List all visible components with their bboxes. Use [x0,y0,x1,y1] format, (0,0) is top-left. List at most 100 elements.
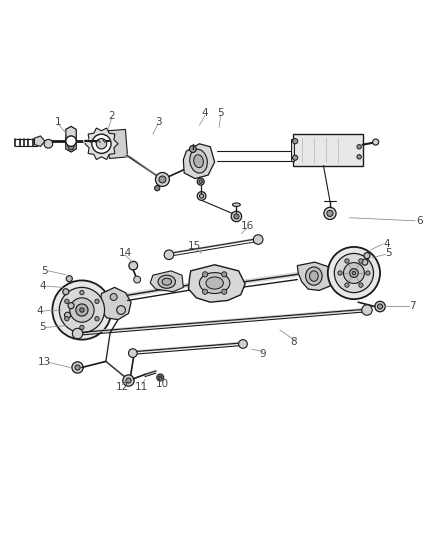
Circle shape [350,269,358,277]
Circle shape [134,276,141,283]
Circle shape [95,317,99,321]
Text: 4: 4 [36,306,43,316]
Circle shape [63,289,69,295]
Circle shape [72,328,83,339]
Polygon shape [293,134,363,166]
Text: 6: 6 [416,216,423,226]
Ellipse shape [190,149,207,173]
Text: 8: 8 [290,337,297,347]
Circle shape [293,155,298,160]
Circle shape [66,136,76,147]
Circle shape [68,144,74,150]
Text: 4: 4 [202,108,208,118]
Text: 7: 7 [410,301,416,311]
Ellipse shape [162,278,172,285]
Text: 13: 13 [38,357,52,367]
Circle shape [378,304,383,309]
Ellipse shape [310,271,318,281]
Text: 5: 5 [42,266,48,276]
Circle shape [155,173,170,187]
Circle shape [234,214,239,219]
Circle shape [64,312,71,318]
Text: 15: 15 [188,240,201,251]
Polygon shape [101,287,131,320]
Circle shape [157,374,164,381]
Circle shape [123,375,134,386]
Ellipse shape [199,272,230,294]
Circle shape [68,303,74,309]
Circle shape [197,192,206,200]
Ellipse shape [194,155,203,168]
Polygon shape [188,265,245,302]
Polygon shape [66,126,76,152]
Circle shape [59,287,105,333]
Circle shape [352,271,356,275]
Circle shape [334,254,374,293]
Circle shape [76,304,88,316]
Circle shape [159,176,166,183]
Circle shape [72,362,83,373]
Text: 5: 5 [39,322,46,333]
Circle shape [80,290,84,295]
Circle shape [92,134,111,154]
Circle shape [357,155,361,159]
Circle shape [343,263,364,284]
Circle shape [155,185,160,191]
Circle shape [222,272,227,277]
Circle shape [359,283,363,287]
Text: 4: 4 [383,239,390,249]
Text: 14: 14 [119,247,132,257]
Circle shape [202,272,208,277]
Circle shape [52,280,112,340]
Circle shape [199,180,202,183]
Circle shape [239,340,247,349]
Circle shape [359,259,363,263]
Text: 3: 3 [155,117,161,126]
Circle shape [222,289,227,294]
Ellipse shape [206,277,223,289]
Circle shape [202,289,208,294]
Circle shape [129,261,138,270]
Circle shape [357,144,361,149]
Text: 11: 11 [135,382,148,392]
Circle shape [189,146,196,152]
Circle shape [96,139,107,149]
Circle shape [375,301,385,312]
Circle shape [75,365,80,370]
Polygon shape [184,144,215,179]
Circle shape [66,276,72,282]
Text: 10: 10 [156,379,169,389]
Circle shape [126,378,131,383]
Circle shape [327,211,333,216]
Circle shape [117,305,125,314]
Circle shape [362,259,368,265]
Circle shape [362,305,372,315]
Ellipse shape [158,275,176,288]
Ellipse shape [233,203,240,206]
Circle shape [164,250,174,260]
Polygon shape [297,262,333,290]
Circle shape [345,283,349,287]
Circle shape [44,140,53,148]
Text: 2: 2 [108,111,115,122]
Circle shape [366,271,370,275]
Circle shape [324,207,336,220]
Text: 5: 5 [217,108,224,118]
Circle shape [80,325,84,329]
Circle shape [364,253,370,259]
Circle shape [328,247,380,299]
Circle shape [345,259,349,263]
Polygon shape [108,130,127,158]
Text: 1: 1 [55,117,61,126]
Ellipse shape [306,267,322,285]
Circle shape [293,139,298,144]
Circle shape [199,194,204,198]
Text: 5: 5 [385,248,392,259]
Circle shape [253,235,263,244]
Circle shape [65,299,69,303]
Polygon shape [35,136,45,147]
Circle shape [70,298,94,322]
Text: 4: 4 [39,281,46,291]
Circle shape [197,178,204,185]
Circle shape [110,294,117,301]
